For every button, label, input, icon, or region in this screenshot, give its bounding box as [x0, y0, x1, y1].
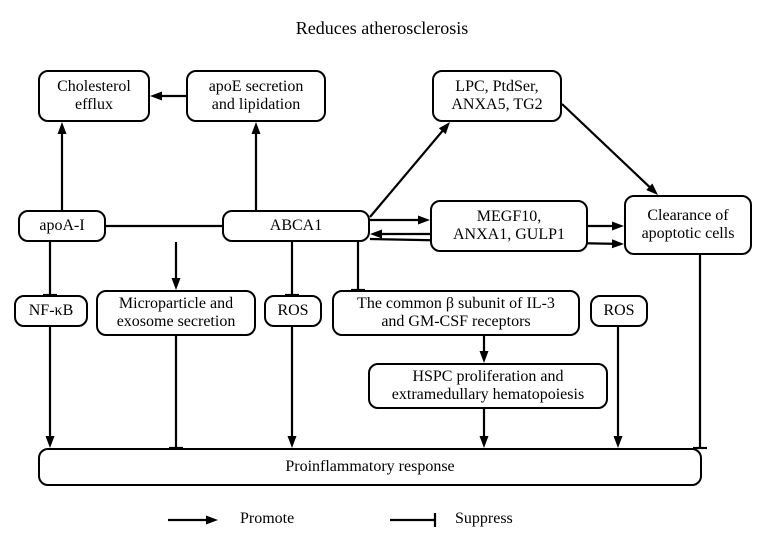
node-micro: Microparticle andexosome secretion	[96, 290, 256, 336]
node-il3: The common β subunit of IL-3and GM-CSF r…	[332, 290, 580, 336]
node-hspc: HSPC proliferation andextramedullary hem…	[368, 363, 608, 409]
node-nfkb: NF-κB	[14, 295, 88, 327]
node-apoe_secr: apoE secretionand lipidation	[186, 70, 326, 122]
node-il3_ros: ROS	[590, 295, 648, 327]
node-proinfl: Proinflammatory response	[38, 448, 702, 486]
legend-promote-label: Promote	[240, 510, 294, 528]
node-cholesterol: Cholesterolefflux	[38, 70, 150, 122]
node-apoa: apoA-I	[18, 210, 106, 242]
node-clearance: Clearance ofapoptotic cells	[624, 195, 752, 255]
node-lpc: LPC, PtdSer,ANXA5, TG2	[432, 70, 562, 122]
node-megf: MEGF10,ANXA1, GULP1	[430, 200, 588, 252]
diagram-title: Reduces atherosclerosis	[0, 18, 764, 39]
legend-suppress-label: Suppress	[455, 510, 513, 528]
node-abca1: ABCA1	[222, 210, 370, 242]
node-ros: ROS	[264, 295, 322, 327]
